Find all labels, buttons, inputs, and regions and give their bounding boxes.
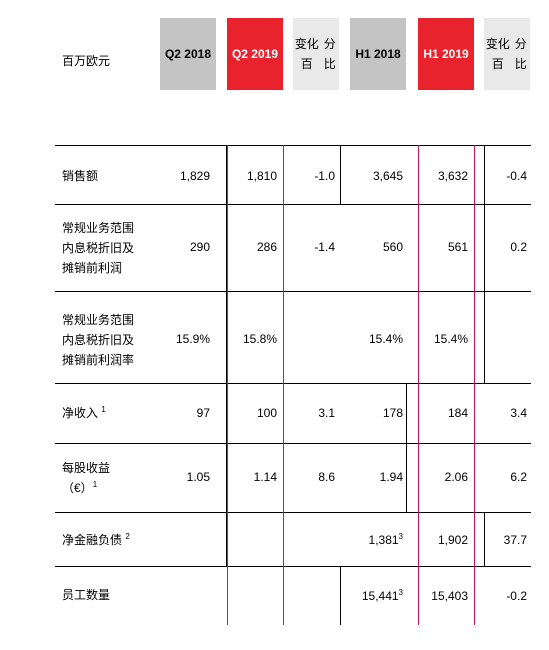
column-divider <box>226 145 227 566</box>
cell-net-debt-h1-2019: 1,902 <box>437 533 468 547</box>
row-label-eps-unit: （€） <box>62 481 93 495</box>
cell-net-income-q2-2019: 100 <box>256 406 277 420</box>
row-label-net-income: 净收入 1 <box>62 403 106 423</box>
cell-ebitda-q2-2018: 290 <box>189 240 210 254</box>
cell-net-debt-h1-2018-value: 1,381 <box>368 533 399 547</box>
row-label-net-debt: 净金融负债 2 <box>62 530 130 550</box>
footnote-marker: 2 <box>125 532 130 541</box>
row-separator <box>55 566 531 567</box>
header-change-pct-half-line2: 分比 <box>514 37 527 71</box>
cell-employees-change-h: -0.2 <box>506 589 527 603</box>
row-label-ebitda-line1: 常规业务范围 <box>62 221 135 235</box>
row-label-eps-line2: （€）1 <box>62 478 110 498</box>
row-label-eps: 每股收益 （€）1 <box>62 458 110 498</box>
header-change-pct-half: 变化百 分比 <box>484 18 530 90</box>
cell-sales-change-h: -0.4 <box>506 169 527 183</box>
row-label-employees: 员工数量 <box>62 585 110 605</box>
cell-sales-h1-2019: 3,632 <box>437 169 468 183</box>
cell-employees-h1-2018: 15,4413 <box>361 588 403 604</box>
cell-sales-h1-2018: 3,645 <box>372 169 403 183</box>
header-q2-2019: Q2 2019 <box>227 18 283 90</box>
cell-net-debt-h1-2018: 1,3813 <box>368 532 403 548</box>
cell-eps-change-h: 6.2 <box>510 470 527 484</box>
column-divider <box>340 145 341 205</box>
row-label-ebitda-line3: 摊销前利润 <box>62 261 123 275</box>
column-divider <box>406 383 407 512</box>
header-q2-2018: Q2 2018 <box>160 18 216 90</box>
cell-net-income-h1-2018: 178 <box>382 406 403 420</box>
cell-net-income-q2-2018: 97 <box>196 406 210 420</box>
cell-eps-q2-2018: 1.05 <box>186 470 210 484</box>
column-divider <box>340 566 341 625</box>
header-change-pct-quarter-line1: 变化百 <box>294 37 319 71</box>
cell-employees-h1-2018-value: 15,441 <box>361 589 399 603</box>
row-label-ebitda: 常规业务范围 内息税折旧及 摊销前利润 <box>62 218 134 278</box>
header-change-pct-quarter: 变化百 分比 <box>293 18 339 90</box>
cell-ebitda-change-h: 0.2 <box>510 240 527 254</box>
row-label-ebitda-margin-line2: 内息税折旧及 <box>62 333 135 347</box>
row-separator <box>55 443 531 444</box>
footnote-marker: 1 <box>92 480 98 489</box>
cell-eps-h1-2019: 2.06 <box>444 470 468 484</box>
column-divider <box>283 145 284 625</box>
row-separator <box>55 145 531 146</box>
footnote-marker: 3 <box>398 588 403 597</box>
header-change-pct-half-line1: 变化百 <box>485 37 510 71</box>
row-label-ebitda-line2: 内息税折旧及 <box>62 241 135 255</box>
cell-net-income-change-q: 3.1 <box>318 406 335 420</box>
row-separator <box>55 383 531 384</box>
row-label-eps-line1: 每股收益 <box>62 461 111 475</box>
cell-sales-q2-2018: 1,829 <box>179 169 210 183</box>
cell-margin-q2-2019: 15.8% <box>242 332 277 346</box>
cell-net-income-h1-2019: 184 <box>447 406 468 420</box>
cell-eps-change-q: 8.6 <box>318 470 335 484</box>
cell-ebitda-change-q: -1.4 <box>314 240 335 254</box>
cell-ebitda-h1-2019: 561 <box>447 240 468 254</box>
column-divider <box>484 512 485 566</box>
row-label-net-income-text: 净收入 <box>62 406 99 420</box>
row-separator <box>55 204 531 205</box>
column-divider <box>227 145 228 625</box>
cell-eps-h1-2018: 1.94 <box>379 470 403 484</box>
row-label-ebitda-margin-line1: 常规业务范围 <box>62 313 135 327</box>
row-label-sales: 销售额 <box>62 166 98 186</box>
cell-sales-q2-2019: 1,810 <box>246 169 277 183</box>
cell-ebitda-q2-2019: 286 <box>256 240 277 254</box>
cell-ebitda-h1-2018: 560 <box>382 240 403 254</box>
row-label-ebitda-margin-line3: 摊销前利润率 <box>62 353 135 367</box>
cell-net-income-change-h: 3.4 <box>510 406 527 420</box>
header-h1-2018: H1 2018 <box>350 18 406 90</box>
cell-sales-change-q: -1.0 <box>314 169 335 183</box>
cell-margin-q2-2018: 15.9% <box>175 332 210 346</box>
column-divider <box>474 145 475 625</box>
row-label-ebitda-margin: 常规业务范围 内息税折旧及 摊销前利润率 <box>62 310 134 370</box>
unit-label: 百万欧元 <box>62 54 111 68</box>
row-separator <box>55 512 531 513</box>
row-label-net-debt-text: 净金融负债 <box>62 533 123 547</box>
cell-margin-h1-2019: 15.4% <box>433 332 468 346</box>
header-h1-2019: H1 2019 <box>418 18 474 90</box>
row-label-employees-text: 员工数量 <box>62 588 111 602</box>
cell-net-debt-change-h: 37.7 <box>503 533 527 547</box>
cell-employees-h1-2019: 15,403 <box>431 589 468 603</box>
column-divider <box>484 145 485 383</box>
footnote-marker: 1 <box>101 405 106 414</box>
column-divider <box>418 145 419 625</box>
cell-eps-q2-2019: 1.14 <box>253 470 277 484</box>
footnote-marker: 3 <box>398 532 403 541</box>
cell-margin-h1-2018: 15.4% <box>368 332 403 346</box>
header-change-pct-quarter-line2: 分比 <box>323 37 336 71</box>
row-label-sales-text: 销售额 <box>62 169 99 183</box>
row-separator <box>55 291 531 292</box>
